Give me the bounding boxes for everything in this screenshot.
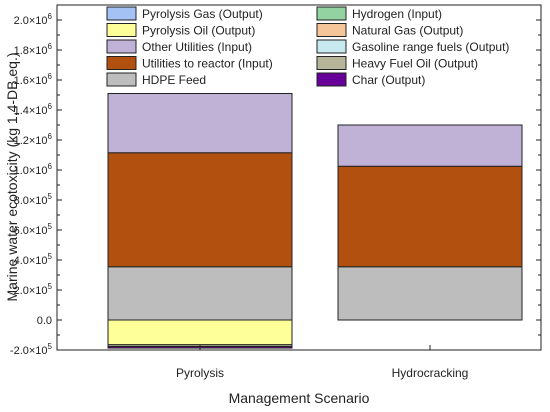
bars	[107, 93, 523, 349]
y-tick-label: 2.0×106	[14, 12, 53, 27]
bar-pyrolysis-hdpe-feed	[107, 266, 293, 321]
legend-label-natural-gas-output: Natural Gas (Output)	[352, 24, 463, 38]
legend-swatch-pyrolysis-gas-output	[106, 6, 137, 21]
y-axis-title: Marine water ecotoxicity (kg 1,4-DB eq.)	[4, 53, 20, 302]
legend-swatch-natural-gas-output	[316, 23, 347, 37]
bar-hydrocracking-other-utilities-input	[337, 124, 523, 167]
legend-label-pyrolysis-gas-output: Pyrolysis Gas (Output)	[142, 7, 263, 21]
y-axis: -2.0×105 0.0 2.0×105 4.0×105 6.0×105 8.0×105 1…	[10, 12, 541, 357]
legend-swatch-other-utilities-input	[106, 39, 137, 54]
x-tick-label-pyrolysis: Pyrolysis	[176, 366, 224, 380]
y-tick-label: 1.0×106	[14, 162, 53, 177]
bar-hydrocracking-hdpe-feed	[337, 266, 523, 321]
legend-label-char-output: Char (Output)	[352, 73, 425, 87]
legend-label-utilities-to-reactor-input: Utilities to reactor (Input)	[142, 57, 273, 71]
bar-pyrolysis-pyrolysis-oil-output	[107, 319, 293, 346]
y-tick-label: 8.0×105	[14, 192, 53, 207]
bar-pyrolysis-other-utilities-input	[107, 93, 293, 154]
legend-label-hdpe-feed: HDPE Feed	[142, 73, 206, 87]
y-tick-label: 1.4×106	[14, 102, 53, 117]
y-tick-label: 4.0×105	[14, 252, 53, 267]
y-tick-label: 2.0×105	[14, 282, 53, 297]
legend: Pyrolysis Gas (Output) Pyrolysis Oil (Out…	[106, 6, 509, 87]
legend-label-pyrolysis-oil-output: Pyrolysis Oil (Output)	[142, 24, 255, 38]
y-tick-label: 0.0	[37, 315, 52, 327]
x-axis: Pyrolysis Hydrocracking	[176, 345, 468, 380]
legend-swatch-gasoline-range-fuels-output	[316, 39, 347, 54]
legend-swatch-pyrolysis-oil-output	[106, 23, 137, 37]
bar-pyrolysis-utilities-to-reactor-input	[107, 152, 293, 268]
legend-swatch-heavy-fuel-oil-output	[316, 56, 347, 70]
bar-hydrocracking-utilities-to-reactor-input	[337, 165, 523, 268]
legend-swatch-utilities-to-reactor-input	[106, 56, 137, 70]
y-tick-label: -2.0×105	[10, 342, 53, 357]
x-tick-label-hydrocracking: Hydrocracking	[392, 366, 469, 380]
legend-swatch-char-output	[316, 72, 347, 87]
x-axis-title: Management Scenario	[229, 390, 370, 406]
legend-swatch-hdpe-feed	[106, 72, 137, 87]
plot-frame	[56, 4, 542, 351]
y-tick-label: 1.6×106	[14, 72, 53, 87]
y-tick-label: 1.8×106	[14, 42, 53, 57]
y-tick-label: 1.2×106	[14, 132, 53, 147]
legend-swatch-hydrogen-input	[316, 6, 347, 21]
legend-label-gasoline-range-fuels-output: Gasoline range fuels (Output)	[352, 40, 509, 54]
legend-label-hydrogen-input: Hydrogen (Input)	[352, 7, 442, 21]
y-tick-label: 6.0×105	[14, 222, 53, 237]
legend-label-other-utilities-input: Other Utilities (Input)	[142, 40, 252, 54]
legend-label-heavy-fuel-oil-output: Heavy Fuel Oil (Output)	[352, 57, 478, 71]
